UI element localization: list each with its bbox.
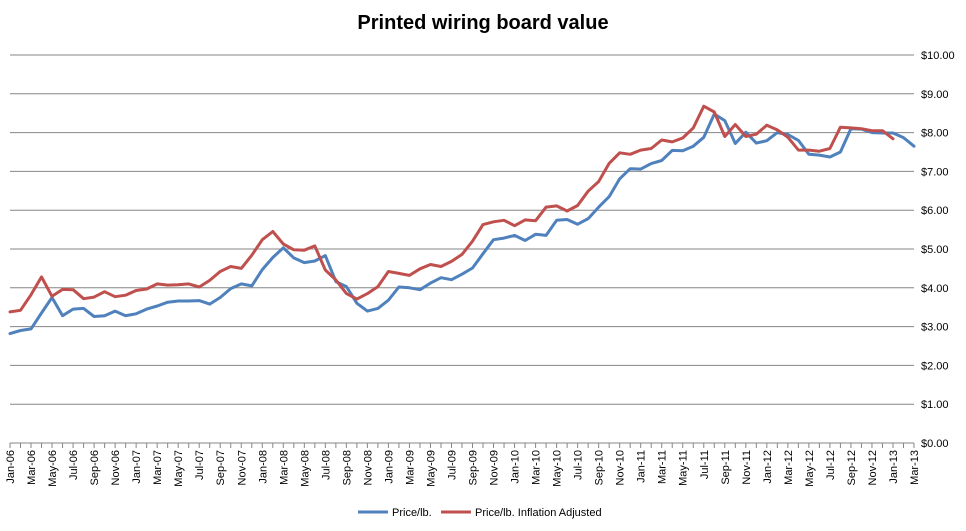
x-tick-label: Mar-12 [783, 450, 795, 485]
x-tick-label: May-11 [678, 450, 690, 486]
grid-lines [10, 54, 914, 444]
x-tick-label: Jan-09 [383, 450, 395, 484]
x-tick-label: Jan-10 [510, 450, 522, 484]
x-tick-label: May-06 [47, 450, 59, 487]
x-tick-label: Sep-08 [341, 450, 353, 485]
series-lines [8, 104, 916, 336]
x-tick-label: Nov-10 [615, 450, 627, 485]
y-tick-label: $0.00 [921, 438, 949, 450]
x-tick-label: Nov-06 [110, 450, 122, 485]
x-tick-label: Sep-06 [89, 450, 101, 485]
y-tick-label: $4.00 [921, 283, 949, 295]
x-tick-label: May-08 [299, 450, 311, 487]
x-tick-label: Mar-11 [657, 450, 669, 484]
x-axis-labels: Jan-06 Mar-06 May-06 Jul-06 Sep-06 Nov-06 Jan-… [5, 450, 921, 487]
x-tick-label: Mar-10 [531, 450, 543, 485]
x-tick-label: Sep-10 [594, 450, 606, 485]
x-tick-label: Jul-07 [194, 450, 206, 480]
x-tick-label: Nov-07 [236, 450, 248, 485]
x-tick-label: Nov-09 [489, 450, 501, 485]
series-line-1 [8, 112, 916, 336]
y-tick-label: $10.00 [921, 50, 955, 62]
x-tick-label: Sep-12 [846, 450, 858, 485]
x-tick-label: Jan-08 [257, 450, 269, 484]
x-tick-label: Sep-11 [720, 450, 732, 485]
x-tick-label: May-12 [804, 450, 816, 487]
y-tick-label: $8.00 [921, 128, 949, 140]
series-line-2 [8, 104, 895, 314]
x-tick-label: Mar-07 [152, 450, 164, 485]
x-tick-label: Mar-13 [909, 450, 921, 485]
x-tick-label: Jan-11 [636, 450, 648, 483]
y-tick-label: $3.00 [921, 322, 949, 334]
y-tick-label: $5.00 [921, 244, 949, 256]
x-tick-label: May-10 [552, 450, 564, 487]
y-tick-label: $9.00 [921, 89, 949, 101]
x-tick-label: Nov-08 [362, 450, 374, 485]
x-tick-label: Jul-10 [573, 450, 585, 480]
legend-label-2: Price/lb. Inflation Adjusted [475, 507, 602, 519]
x-tick-label: May-09 [425, 450, 437, 487]
x-tick-label: Jul-09 [446, 450, 458, 480]
x-tick-label: Jan-12 [762, 450, 774, 484]
y-axis-labels: $0.00 $1.00 $2.00 $3.00 $4.00 $5.00 $6.00 $7.00… [921, 50, 955, 450]
x-tick-label: Nov-12 [867, 450, 879, 485]
y-tick-label: $2.00 [921, 360, 949, 372]
chart-title: Printed wiring board value [357, 12, 609, 34]
y-tick-label: $7.00 [921, 166, 949, 178]
x-tick-label: Jul-12 [825, 450, 837, 480]
x-tick-label: Sep-09 [468, 450, 480, 485]
x-tick-label: Mar-06 [26, 450, 38, 485]
y-tick-label: $1.00 [921, 399, 949, 411]
x-tick-label: Sep-07 [215, 450, 227, 485]
x-axis [9, 442, 915, 448]
x-tick-label: Mar-08 [278, 450, 290, 485]
x-tick-label: Mar-09 [404, 450, 416, 485]
x-tick-label: Jul-06 [68, 450, 80, 480]
x-tick-label: Jul-08 [320, 450, 332, 480]
x-tick-label: Jul-11 [699, 450, 711, 479]
x-tick-label: May-07 [173, 450, 185, 487]
x-tick-label: Jan-06 [5, 450, 17, 484]
y-tick-label: $6.00 [921, 205, 949, 217]
legend: Price/lb. Price/lb. Inflation Adjusted [358, 507, 602, 519]
x-tick-label: Jan-07 [131, 450, 143, 484]
x-tick-label: Jan-13 [888, 450, 900, 484]
x-tick-label: Nov-11 [741, 450, 753, 485]
legend-label-1: Price/lb. [392, 507, 432, 519]
